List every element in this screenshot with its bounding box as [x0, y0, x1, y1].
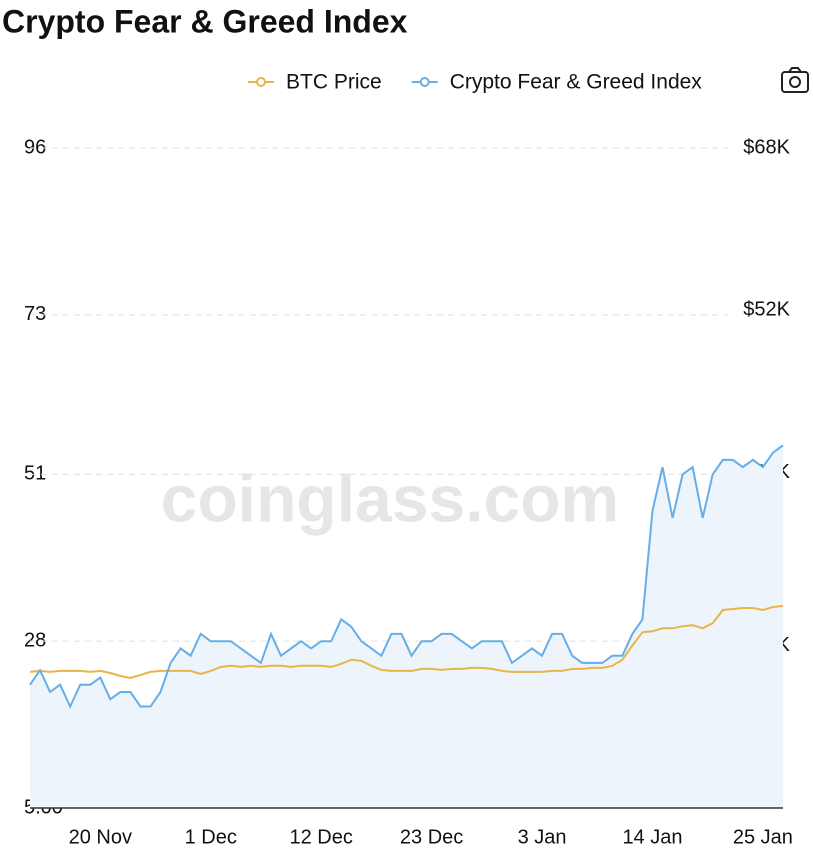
y-tick-label: 28 — [24, 629, 46, 651]
y-tick-label: 96 — [24, 136, 46, 158]
legend-label: BTC Price — [286, 71, 382, 94]
camera-body[interactable] — [781, 71, 809, 93]
legend-marker — [419, 77, 430, 87]
camera-top[interactable] — [788, 67, 802, 73]
x-tick-label: 12 Dec — [289, 826, 352, 848]
y2-tick-label: $68K — [743, 136, 790, 158]
chart-title: Crypto Fear & Greed Index — [2, 3, 408, 39]
x-tick-label: 25 Jan — [733, 826, 793, 848]
legend-label: Crypto Fear & Greed Index — [450, 71, 703, 94]
legend: BTC Price Crypto Fear & Greed Index — [248, 71, 702, 94]
y2-tick-label: $52K — [743, 299, 790, 321]
camera-icon[interactable] — [781, 67, 809, 93]
x-tick-label: 1 Dec — [185, 826, 237, 848]
y-tick-label: 73 — [24, 303, 46, 325]
x-tick-label: 14 Jan — [622, 826, 682, 848]
legend-marker — [256, 77, 266, 87]
x-tick-label: 3 Jan — [518, 826, 567, 848]
watermark: coinglass.com — [161, 461, 620, 535]
line — [29, 604, 784, 680]
camera-lens[interactable] — [789, 76, 801, 88]
y-tick-label: 51 — [24, 463, 46, 485]
x-tick-label: 20 Nov — [69, 826, 132, 848]
x-tick-label: 23 Dec — [400, 826, 463, 848]
line — [29, 444, 784, 709]
area — [30, 445, 783, 808]
